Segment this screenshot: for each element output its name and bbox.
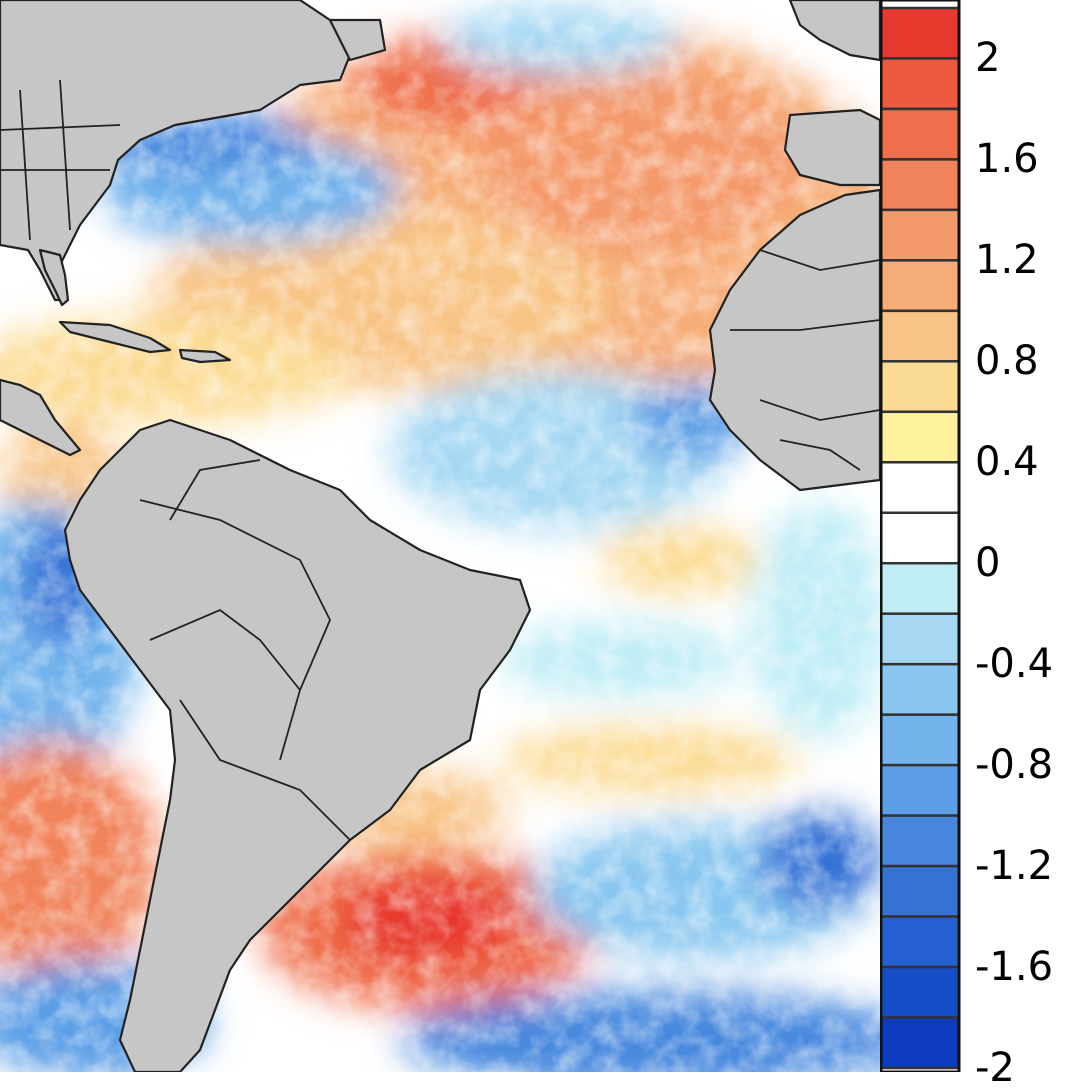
- colorbar-swatch: [880, 612, 961, 666]
- colorbar-swatch: [880, 561, 961, 615]
- colorbar-swatch: [880, 57, 961, 111]
- colorbar-tick-label: 0.4: [975, 439, 1039, 486]
- colorbar-swatch: [880, 259, 961, 313]
- colorbar-swatch: [880, 158, 961, 212]
- colorbar-swatch: [880, 511, 961, 565]
- colorbar-tick-label: 1.2: [975, 237, 1039, 284]
- africa-landmass: [708, 188, 880, 492]
- colorbar-swatch: [880, 360, 961, 414]
- colorbar-swatch: [880, 864, 961, 918]
- colorbar-swatch: [880, 6, 961, 60]
- colorbar-swatch: [880, 965, 961, 1019]
- land-layer: [0, 0, 880, 1072]
- central-america-landmass: [0, 378, 82, 457]
- colorbar-swatch: [880, 309, 961, 363]
- colorbar-frame: [880, 0, 961, 1072]
- north-america-landmass: [0, 0, 352, 302]
- newfoundland-island: [328, 18, 387, 62]
- colorbar-swatch: [880, 763, 961, 817]
- colorbar-swatch: [880, 814, 961, 868]
- iberia-landmass: [783, 108, 880, 187]
- colorbar-tick-label: -2: [975, 1045, 1015, 1091]
- colorbar-swatch: [880, 410, 961, 464]
- colorbar-swatch: [880, 915, 961, 969]
- hispaniola-island: [178, 348, 232, 364]
- colorbar-tick-label: 2: [975, 35, 1001, 82]
- colorbar-tick-label: 1.6: [975, 136, 1039, 183]
- colorbar-tick-label: -0.4: [975, 641, 1054, 688]
- country-borders: [0, 79, 880, 841]
- colorbar-swatch: [880, 208, 961, 262]
- colorbar-tick-label: -0.8: [975, 742, 1054, 789]
- colorbar-swatch: [880, 107, 961, 161]
- colorbar-tick-label: -1.2: [975, 843, 1054, 890]
- colorbar-swatch: [880, 461, 961, 515]
- map-canvas: [0, 0, 880, 1072]
- colorbar-swatches: [880, 0, 961, 1072]
- sst-anomaly-map: [0, 0, 880, 1072]
- colorbar-tick-label: 0.8: [975, 338, 1039, 385]
- colorbar-swatch: [880, 662, 961, 716]
- colorbar-swatch: [880, 1016, 961, 1070]
- colorbar-tick-label: 0: [975, 540, 1001, 587]
- colorbar-legend: 2 1.6 1.2 0.8 0.4 0 -0.4 -0.8 -1.2 -1.6 -2: [880, 0, 1080, 1088]
- south-america-landmass: [63, 418, 532, 1072]
- colorbar-tick-label: -1.6: [975, 944, 1054, 991]
- cuba-island: [58, 320, 172, 354]
- colorbar-swatch: [880, 713, 961, 767]
- florida-peninsula: [38, 248, 70, 307]
- europe-landmass: [788, 0, 880, 62]
